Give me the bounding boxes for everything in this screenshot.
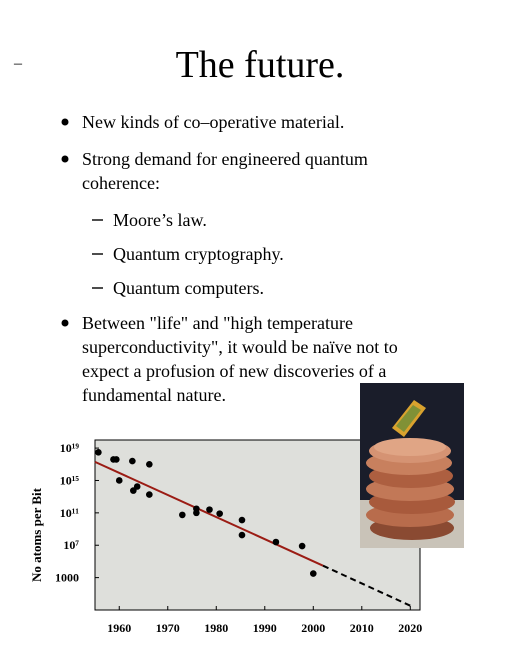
y-tick-label: 10¹¹: [60, 506, 80, 520]
x-tick-label: 2000: [301, 621, 325, 635]
data-point: [272, 538, 280, 546]
data-point: [115, 477, 123, 484]
bullet-text: expect a profusion of new discoveries of…: [82, 361, 386, 381]
bullet-list: New kinds of co–operative material. Stron…: [61, 112, 398, 405]
data-point: [206, 506, 213, 513]
chip-circuit: [396, 405, 421, 432]
data-point: [309, 570, 317, 577]
corner-dash: –: [13, 55, 23, 72]
x-tick-label: 2010: [350, 621, 374, 635]
data-point: [238, 516, 246, 524]
bullet-dot: [61, 118, 69, 126]
data-point: [95, 449, 102, 456]
x-tick-label: 1990: [253, 621, 277, 635]
pennies-photo: [360, 383, 464, 548]
bullet-dot: [61, 155, 69, 163]
y-tick-label: 1000: [55, 571, 79, 585]
x-tick-label: 1970: [156, 621, 180, 635]
bullet-text: fundamental nature.: [82, 385, 226, 405]
trend-line: [94, 460, 324, 567]
coin-top: [374, 438, 446, 456]
slide-title: The future.: [176, 44, 345, 86]
bullet-text: superconductivity", it would be naïve no…: [82, 337, 398, 357]
data-point: [298, 542, 306, 550]
y-tick-label: 10¹⁹: [60, 441, 80, 455]
data-point: [133, 483, 141, 490]
data-point: [179, 511, 186, 519]
data-point: [130, 487, 137, 494]
extrapolation-line: [322, 564, 411, 607]
x-tick-label: 1980: [204, 621, 228, 635]
bullet-text: coherence:: [82, 173, 160, 193]
data-point: [113, 456, 120, 463]
x-tick-label: 2020: [398, 621, 422, 635]
sub-item-text: Quantum computers.: [113, 278, 264, 298]
x-tick-label: 1960: [107, 621, 131, 635]
bullet-text: Strong demand for engineered quantum: [82, 149, 368, 169]
bullet-text: New kinds of co–operative material.: [82, 112, 344, 132]
y-tick-label: 10⁷: [63, 538, 79, 552]
data-point: [146, 460, 153, 468]
y-axis-label: No atoms per Bit: [29, 487, 44, 582]
bullet-dot: [61, 319, 69, 327]
data-point: [216, 510, 223, 517]
data-point: [238, 531, 246, 539]
sub-item-text: Quantum cryptography.: [113, 244, 284, 264]
y-tick-label: 10¹⁵: [60, 473, 80, 487]
sub-item-text: Moore’s law.: [113, 210, 207, 230]
bullet-text: Between "life" and "high temperature: [82, 313, 353, 333]
data-point: [129, 457, 136, 465]
data-point: [193, 509, 200, 517]
data-point: [146, 491, 153, 498]
